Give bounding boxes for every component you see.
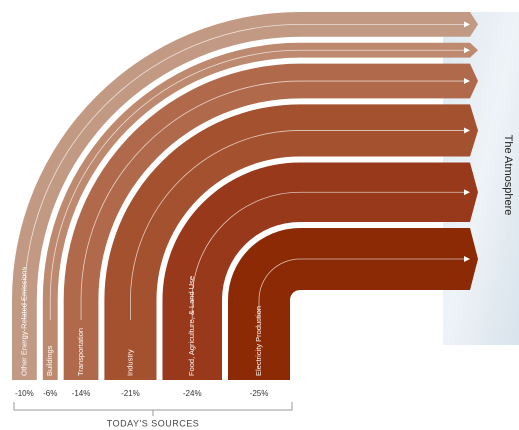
category-label: Food, Agriculture, & Land Use xyxy=(187,276,196,376)
arrow-head xyxy=(464,21,470,28)
value-label: -21% xyxy=(121,389,140,398)
flow-band xyxy=(162,162,479,380)
flow-band xyxy=(104,104,479,381)
target-label: The Atmosphere xyxy=(502,135,514,216)
value-label: -24% xyxy=(183,389,202,398)
value-label: -10% xyxy=(15,389,34,398)
category-label: Electricity Production xyxy=(254,306,263,376)
value-label: -6% xyxy=(43,389,57,398)
arrow-head xyxy=(464,78,470,85)
flow-band xyxy=(63,63,479,381)
value-label: -14% xyxy=(72,389,91,398)
arrow-head xyxy=(464,127,470,134)
arrow-head xyxy=(464,47,470,54)
flow-arrow-line xyxy=(258,258,466,320)
value-label: -25% xyxy=(250,389,269,398)
flow-band xyxy=(228,228,478,380)
flow-arrow-line xyxy=(24,24,466,320)
flow-arrow-line xyxy=(80,80,466,320)
category-label: Other Energy-Related Emissions xyxy=(19,267,28,376)
flow-arrow-line xyxy=(130,130,466,320)
category-label: Transportation xyxy=(76,328,85,376)
category-label: Industry xyxy=(125,349,134,376)
bracket xyxy=(13,402,293,416)
arrow-head xyxy=(464,256,470,262)
flow-arrow-line xyxy=(49,49,466,320)
x-label: TODAY'S SOURCES xyxy=(107,418,199,428)
arrow-head xyxy=(464,189,470,196)
bands xyxy=(12,12,479,381)
flow-arrow-line xyxy=(191,191,466,320)
category-label: Buildings xyxy=(45,345,54,376)
